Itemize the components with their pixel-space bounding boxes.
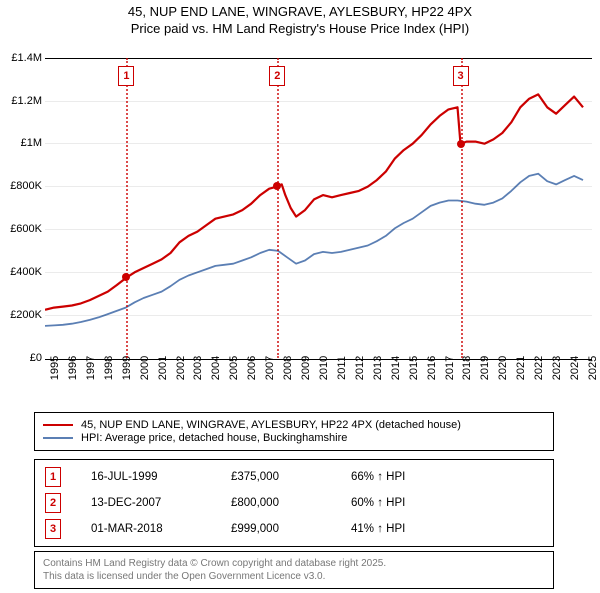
x-axis-label: 2017 — [444, 356, 456, 380]
sale-index-box: 1 — [45, 467, 61, 487]
sale-event-marker-line — [277, 58, 279, 358]
sales-table: 1 16-JUL-1999£375,00066% ↑ HPI 2 13-DEC-200… — [34, 459, 554, 547]
x-axis-label: 2019 — [479, 356, 491, 380]
y-axis-label: £600K — [0, 223, 42, 235]
x-axis-label: 2023 — [551, 356, 563, 380]
x-axis-label: 1995 — [49, 356, 61, 380]
footer-line-1: Contains HM Land Registry data © Crown c… — [43, 557, 545, 570]
chart-title: 45, NUP END LANE, WINGRAVE, AYLESBURY, H… — [0, 0, 600, 38]
x-axis-label: 2022 — [533, 356, 545, 380]
legend-swatch — [43, 424, 73, 426]
x-axis-label: 2003 — [192, 356, 204, 380]
legend: 45, NUP END LANE, WINGRAVE, AYLESBURY, H… — [34, 412, 554, 451]
x-axis-label: 1997 — [85, 356, 97, 380]
legend-row: HPI: Average price, detached house, Buck… — [43, 432, 545, 444]
y-axis-label: £1.4M — [0, 52, 42, 64]
x-axis-label: 2012 — [354, 356, 366, 380]
sale-event-marker-line — [126, 58, 128, 358]
title-line-1: 45, NUP END LANE, WINGRAVE, AYLESBURY, H… — [0, 4, 600, 21]
sale-event-dot — [273, 182, 281, 190]
sale-row: 1 16-JUL-1999£375,00066% ↑ HPI — [35, 464, 553, 490]
legend-label: 45, NUP END LANE, WINGRAVE, AYLESBURY, H… — [81, 419, 461, 431]
sale-hpi-delta: 60% ↑ HPI — [351, 497, 543, 509]
sale-price: £375,000 — [231, 471, 351, 483]
x-axis-label: 2001 — [157, 356, 169, 380]
data-attribution: Contains HM Land Registry data © Crown c… — [34, 551, 554, 589]
y-axis-label: £800K — [0, 180, 42, 192]
y-axis-label: £400K — [0, 266, 42, 278]
sale-index-box: 3 — [45, 519, 61, 539]
sale-row: 3 01-MAR-2018£999,00041% ↑ HPI — [35, 516, 553, 542]
sale-hpi-delta: 41% ↑ HPI — [351, 523, 543, 535]
x-axis-label: 2018 — [461, 356, 473, 380]
x-axis-label: 2005 — [228, 356, 240, 380]
x-axis-label: 1999 — [121, 356, 133, 380]
sale-date: 13-DEC-2007 — [91, 497, 231, 509]
y-axis-label: £1.2M — [0, 95, 42, 107]
x-axis-label: 2000 — [139, 356, 151, 380]
sale-price: £800,000 — [231, 497, 351, 509]
legend-swatch — [43, 437, 73, 439]
x-axis-label: 2015 — [408, 356, 420, 380]
x-axis-label: 2002 — [175, 356, 187, 380]
x-axis-label: 2007 — [264, 356, 276, 380]
sale-date: 16-JUL-1999 — [91, 471, 231, 483]
chart-area: £0 £200K £400K £600K £800K £1M £1.2M £1.4M 1995 1… — [0, 38, 600, 408]
y-axis-label: £200K — [0, 309, 42, 321]
sale-event-dot — [457, 140, 465, 148]
x-axis-label: 1996 — [67, 356, 79, 380]
sale-index-box: 2 — [45, 493, 61, 513]
x-axis-label: 2006 — [246, 356, 258, 380]
y-axis-label: £0 — [0, 352, 42, 364]
sale-event-index-box: 2 — [269, 66, 285, 86]
x-axis-label: 2013 — [372, 356, 384, 380]
sale-hpi-delta: 66% ↑ HPI — [351, 471, 543, 483]
x-axis-label: 2009 — [300, 356, 312, 380]
title-line-2: Price paid vs. HM Land Registry's House … — [0, 21, 600, 38]
sale-row: 2 13-DEC-2007£800,00060% ↑ HPI — [35, 490, 553, 516]
sale-price: £999,000 — [231, 523, 351, 535]
sale-event-index-box: 3 — [453, 66, 469, 86]
x-axis-label: 2016 — [426, 356, 438, 380]
x-axis-label: 2004 — [210, 356, 222, 380]
x-axis-label: 2020 — [497, 356, 509, 380]
x-axis-label: 2014 — [390, 356, 402, 380]
footer-line-2: This data is licensed under the Open Gov… — [43, 570, 545, 583]
sale-event-marker-line — [461, 58, 463, 358]
x-axis-label: 2010 — [318, 356, 330, 380]
sale-event-index-box: 1 — [118, 66, 134, 86]
x-axis-label: 1998 — [103, 356, 115, 380]
sale-event-dot — [122, 273, 130, 281]
sale-date: 01-MAR-2018 — [91, 523, 231, 535]
x-axis-label: 2024 — [569, 356, 581, 380]
x-axis-label: 2011 — [336, 356, 348, 380]
legend-row: 45, NUP END LANE, WINGRAVE, AYLESBURY, H… — [43, 419, 545, 431]
x-axis-label: 2021 — [515, 356, 527, 380]
x-axis-label: 2008 — [282, 356, 294, 380]
y-axis-label: £1M — [0, 137, 42, 149]
x-axis-label: 2025 — [587, 356, 599, 380]
legend-label: HPI: Average price, detached house, Buck… — [81, 432, 347, 444]
